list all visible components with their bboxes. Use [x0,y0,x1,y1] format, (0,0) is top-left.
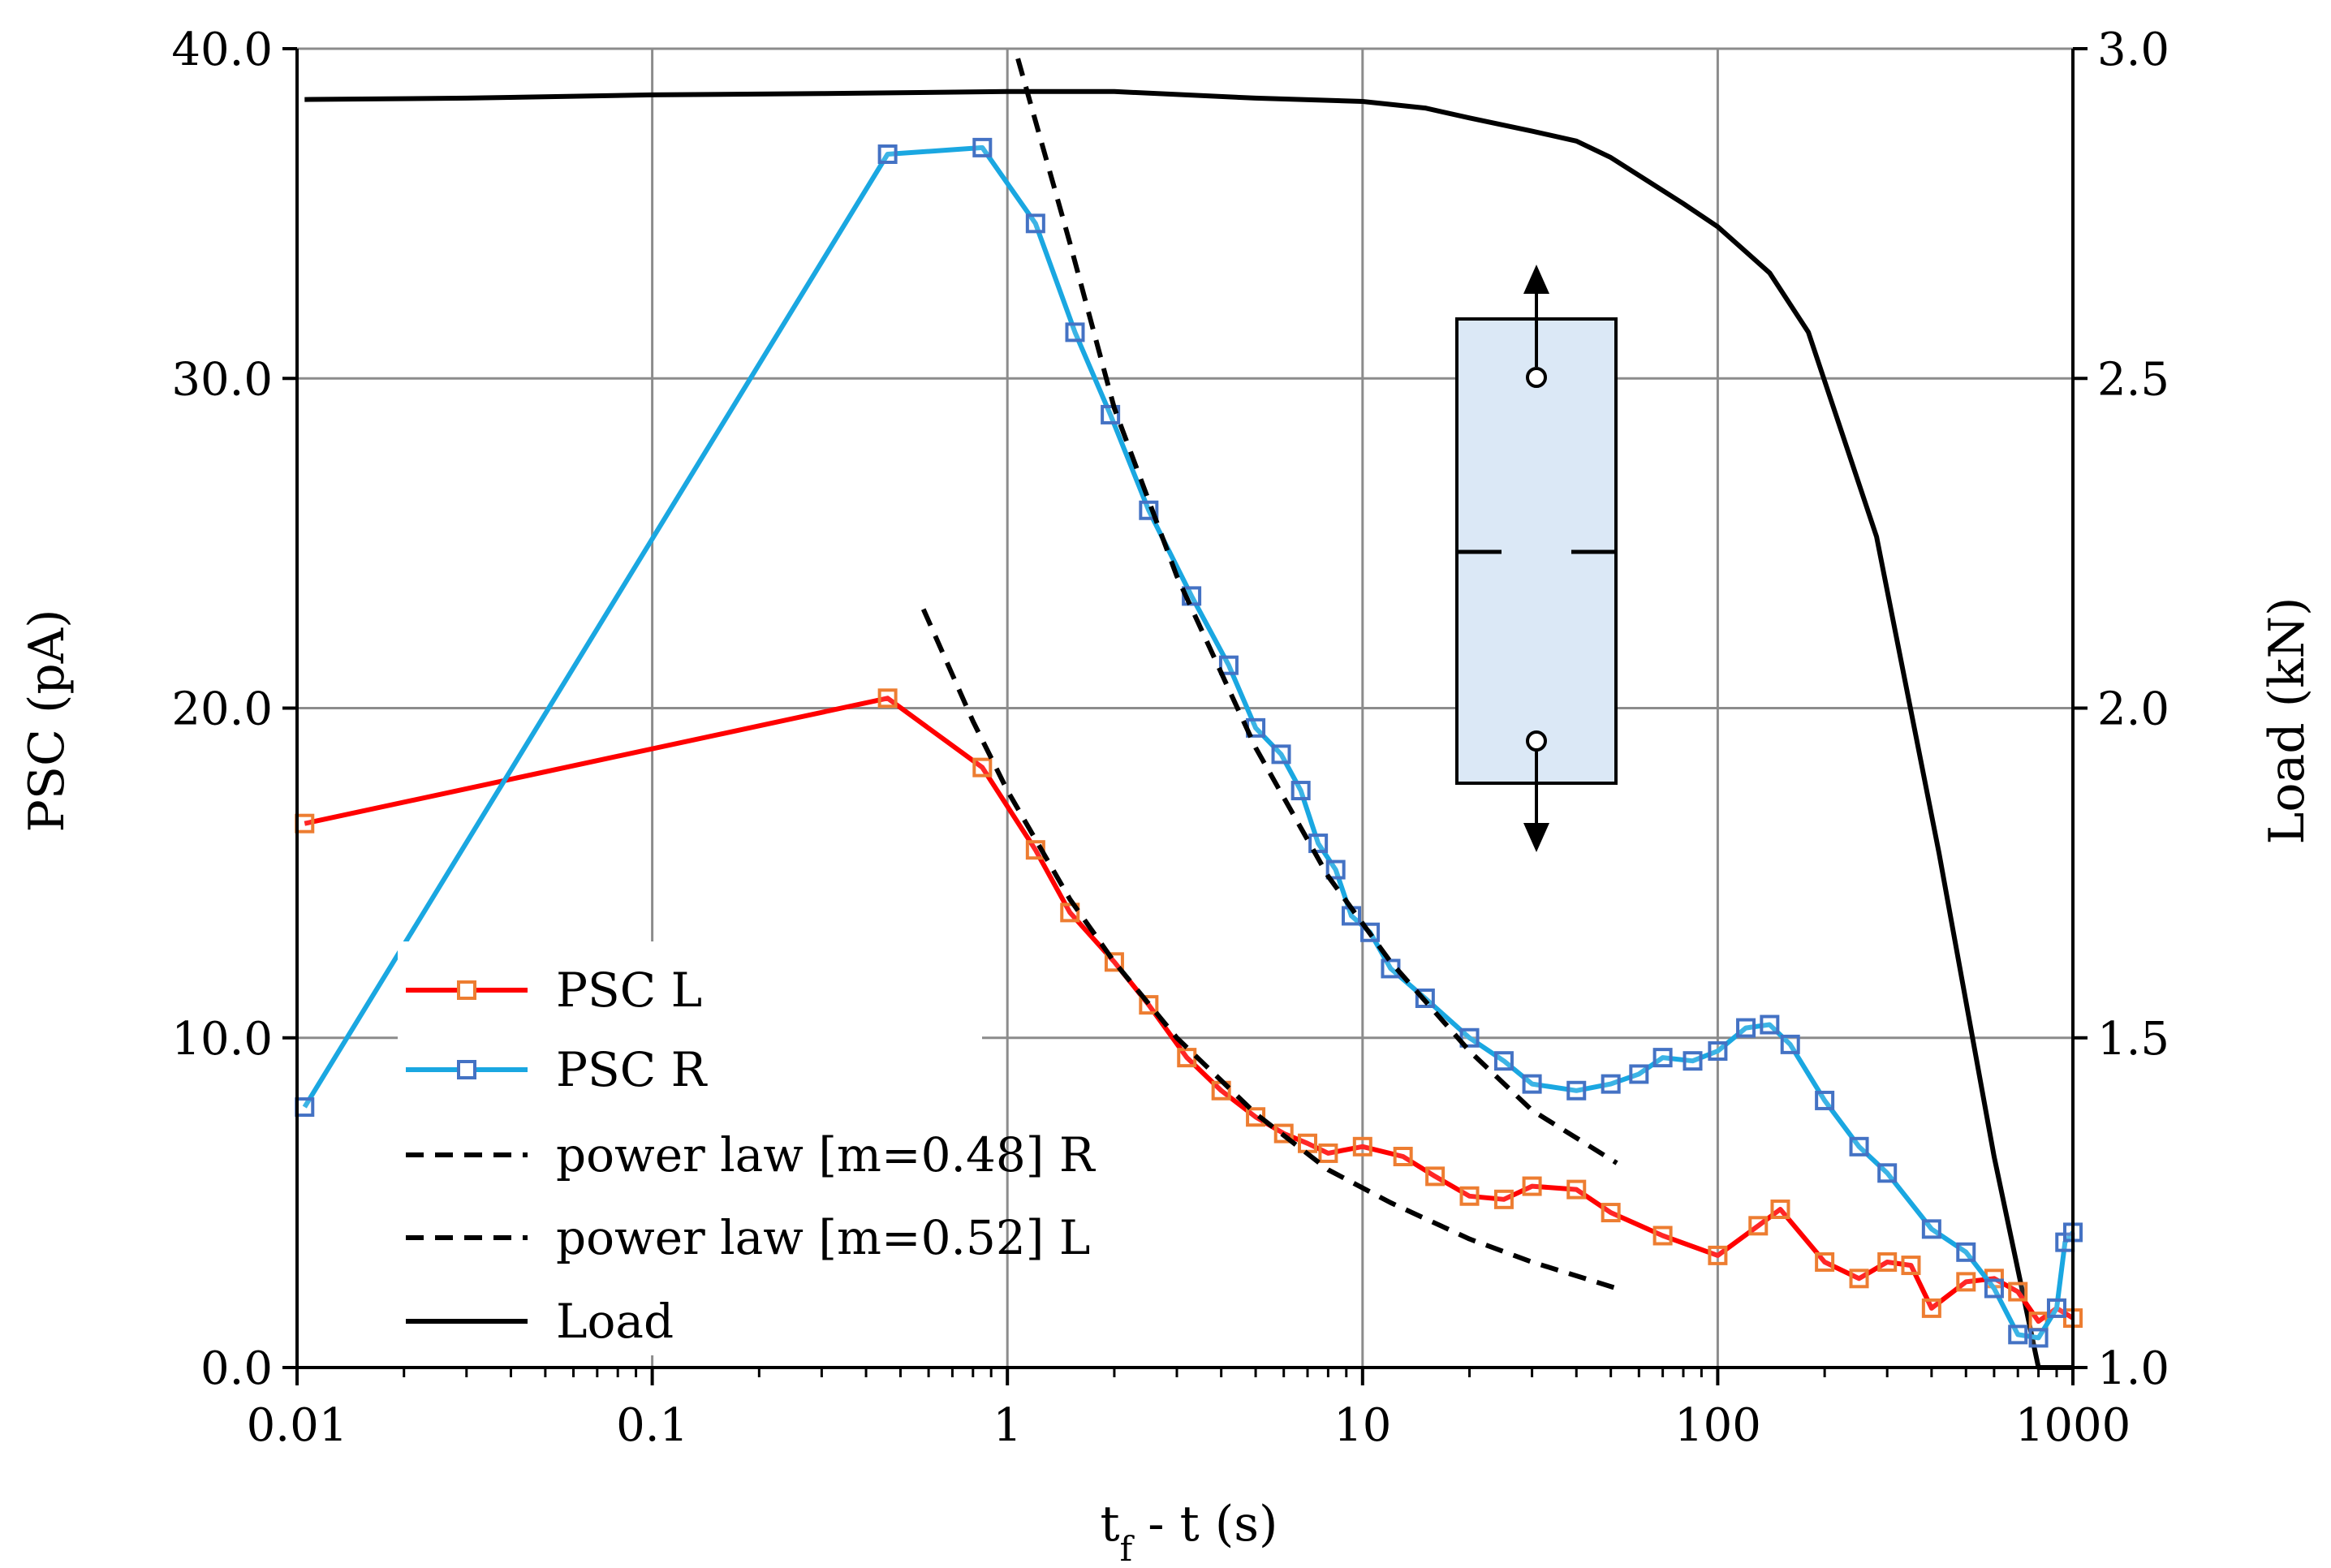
y-tick-label: 20.0 [171,683,273,736]
y2-tick-label: 1.5 [2097,1013,2169,1066]
series-line-psc-r [302,144,2075,1341]
y2-tick-label: 3.0 [2097,24,2169,76]
legend-background [398,941,982,1355]
data-point-psc-l [1493,1189,1514,1209]
series-line-power-law-m-0-52-l [920,608,1618,1291]
legend-marker-psc-l [457,980,476,1000]
x-tick-label: 0.01 [247,1399,348,1452]
series-line-load [304,88,2073,1370]
data-point-psc-l [1601,1203,1621,1223]
data-point-psc-r [1218,655,1239,675]
data-point-psc-l [1849,1269,1869,1289]
data-point-psc-r [295,1097,315,1118]
data-point-psc-r [1849,1136,1869,1157]
data-point-psc-l [1298,1133,1318,1153]
data-point-psc-r [1325,859,1346,880]
data-point-psc-l [1352,1136,1372,1157]
data-point-psc-l [1522,1176,1542,1196]
y-axis-title: PSC (pA) [19,609,75,832]
data-point-psc-r [2028,1328,2049,1348]
data-point-psc-r [1956,1242,1976,1262]
data-point-psc-l [1177,1048,1197,1068]
y2-tick-label: 2.5 [2097,353,2169,406]
data-point-psc-r [1652,1048,1673,1068]
x-tick-label: 10 [1334,1399,1391,1452]
series-layer [295,58,2083,1370]
x-tick-label: 100 [1674,1399,1761,1452]
data-point-psc-l [295,813,315,834]
y2-axis-title: Load (kN) [2259,597,2316,845]
data-point-psc-r [1601,1074,1621,1094]
legend-label-load: Load [556,1294,674,1349]
down-arrow-icon [1523,823,1549,852]
y2-tick-label: 1.0 [2097,1342,2169,1395]
x-tick-label: 0.1 [616,1399,688,1452]
data-point-psc-r [2046,1298,2066,1318]
y2-tick-label: 2.0 [2097,683,2169,736]
data-point-psc-l [1566,1179,1587,1200]
data-point-psc-r [1566,1080,1587,1101]
data-point-psc-r [1629,1064,1649,1084]
data-point-psc-l [1921,1298,1941,1318]
upper-pin-hole [1526,367,1547,388]
data-point-psc-r [1921,1219,1941,1239]
y-tick-label: 40.0 [171,24,273,76]
data-point-psc-l [1901,1256,1921,1276]
data-point-psc-l [1956,1272,1976,1292]
data-point-psc-l [1708,1245,1728,1265]
data-point-psc-l [1459,1186,1480,1206]
axes: 0.0 10.0 20.0 30.0 40.0 1.0 1.5 2.0 2.5 3.0 0.01 0.… [171,24,2169,1452]
data-point-psc-r [1877,1163,1898,1183]
legend-marker-psc-r [457,1060,476,1079]
x-axis-title: tf - t (s) [1101,1496,1278,1568]
data-point-psc-l [1748,1216,1769,1236]
data-point-psc-r [1522,1074,1542,1094]
data-point-psc-l [1770,1200,1790,1219]
legend-label-power-law-m-0-52-l: power law [m=0.52] L [556,1210,1090,1265]
data-point-psc-r [1736,1018,1756,1038]
data-point-psc-r [1984,1278,2004,1299]
data-point-psc-r [1459,1027,1480,1048]
data-point-psc-r [2008,1325,2028,1345]
x-tick-label: 1 [993,1399,1022,1452]
data-point-psc-l [1815,1252,1835,1272]
data-point-psc-r [1308,834,1329,854]
specimen-inset [1455,265,1618,852]
legend: PSC L PSC R power law [m=0.48] R power law … [398,941,1097,1355]
data-point-psc-r [1683,1051,1703,1071]
data-point-psc-l [1425,1166,1446,1187]
y-tick-label: 30.0 [171,353,273,406]
data-point-psc-r [1815,1090,1835,1110]
data-point-psc-r [1381,958,1401,979]
data-point-psc-r [1708,1041,1728,1061]
data-point-psc-r [972,137,993,157]
series-line-power-law-m-0-48-r [1015,58,1618,1165]
data-point-psc-l [1318,1143,1338,1163]
data-point-psc-l [972,757,993,778]
data-point-psc-r [1290,781,1311,801]
data-point-psc-l [1393,1147,1413,1166]
y-tick-label: 0.0 [200,1342,273,1395]
data-point-psc-r [1760,1014,1780,1035]
up-arrow-icon [1523,265,1549,294]
data-point-psc-r [1780,1034,1800,1054]
legend-label-power-law-m-0-48-r: power law [m=0.48] R [556,1127,1097,1182]
data-point-psc-l [1877,1252,1898,1272]
legend-label-psc-r: PSC R [556,1042,709,1097]
data-point-psc-l [2008,1282,2028,1302]
data-point-psc-r [1025,213,1045,234]
data-point-psc-l [877,688,898,709]
data-point-psc-r [1065,322,1085,342]
data-point-psc-r [1271,744,1291,765]
data-point-psc-r [877,144,898,164]
data-point-psc-r [1493,1051,1514,1071]
x-tick-label: 1000 [2015,1399,2131,1452]
legend-label-psc-l: PSC L [556,963,702,1018]
data-point-psc-l [1652,1226,1673,1246]
lower-pin-hole [1526,730,1547,752]
y-tick-label: 10.0 [171,1013,273,1066]
